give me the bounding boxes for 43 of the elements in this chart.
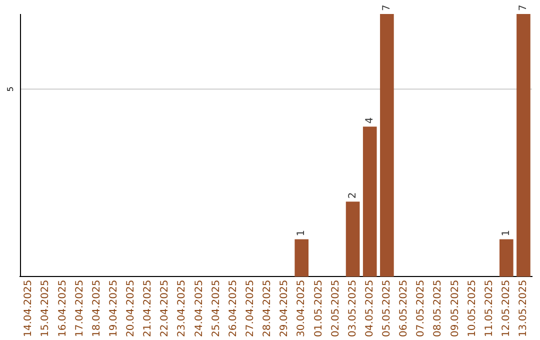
data-label: 4 <box>364 117 376 124</box>
data-label: 7 <box>518 4 530 11</box>
x-tick-label: 13.05.2025 <box>518 280 530 338</box>
x-tick-label: 30.04.2025 <box>296 280 308 338</box>
x-tick-label: 26.04.2025 <box>228 280 239 338</box>
x-tick-label: 25.04.2025 <box>210 280 222 338</box>
x-tick-label: 12.05.2025 <box>500 280 512 338</box>
x-tick-label: 09.05.2025 <box>450 280 461 338</box>
x-tick-label: 16.04.2025 <box>57 280 68 338</box>
x-tick-label: 28.04.2025 <box>262 280 274 338</box>
x-tick-label: 01.05.2025 <box>313 280 324 338</box>
bar <box>380 14 394 277</box>
x-tick-label: 05.05.2025 <box>382 280 393 338</box>
bar <box>499 239 514 277</box>
x-tick-label: 27.04.2025 <box>244 280 256 338</box>
x-tick-label: 02.05.2025 <box>330 280 342 338</box>
x-tick-label: 22.04.2025 <box>160 280 171 338</box>
x-tick-label: 10.05.2025 <box>466 280 478 338</box>
x-tick-label: 14.04.2025 <box>23 280 34 338</box>
x-tick-label: 29.04.2025 <box>279 280 290 338</box>
bar <box>362 126 377 277</box>
bar <box>346 202 360 277</box>
bar <box>516 14 530 277</box>
x-tick-label: 08.05.2025 <box>432 280 444 338</box>
x-tick-label: 23.04.2025 <box>176 280 188 338</box>
x-tick-label: 11.05.2025 <box>484 280 495 338</box>
data-label: 7 <box>382 4 393 11</box>
x-tick-label: 06.05.2025 <box>398 280 410 338</box>
x-tick-label: 20.04.2025 <box>126 280 137 338</box>
data-label: 2 <box>347 192 358 199</box>
ref-line-label: 5 <box>6 86 16 92</box>
x-tick-label: 19.04.2025 <box>108 280 120 338</box>
bar <box>294 239 309 277</box>
x-tick-label: 21.04.2025 <box>142 280 154 338</box>
x-tick-label: 18.04.2025 <box>91 280 102 338</box>
x-tick-label: 04.05.2025 <box>364 280 376 338</box>
x-tick-label: 07.05.2025 <box>416 280 427 338</box>
x-tick-label: 24.04.2025 <box>194 280 205 338</box>
data-label: 1 <box>500 230 512 236</box>
x-tick-label: 03.05.2025 <box>347 280 358 338</box>
data-label: 1 <box>296 230 308 236</box>
x-tick-label: 17.04.2025 <box>74 280 86 338</box>
x-tick-label: 15.04.2025 <box>40 280 52 338</box>
